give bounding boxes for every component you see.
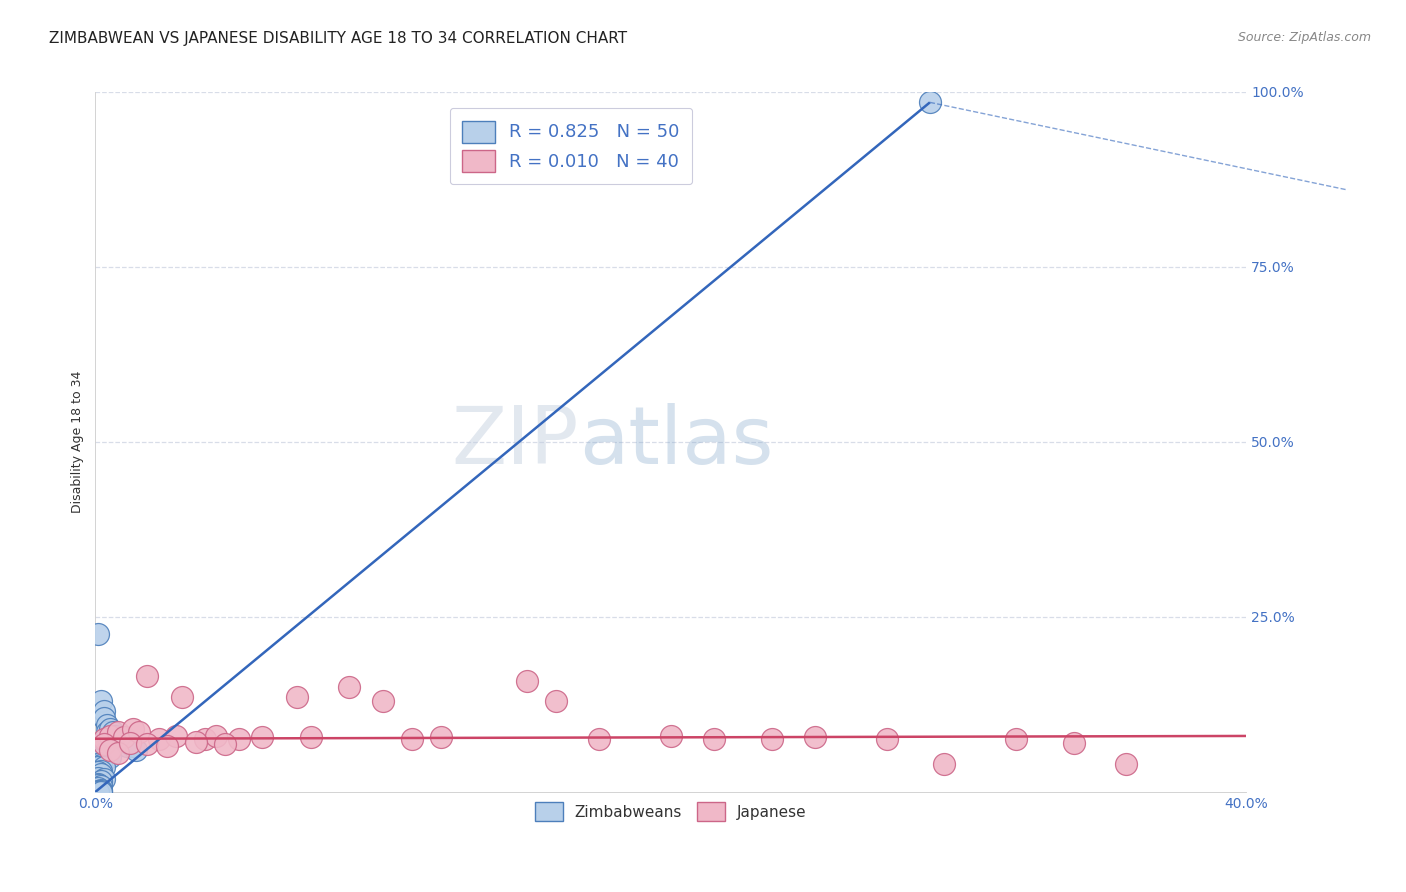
Point [93,747,115,761]
Point [90,782,112,797]
Point [87,760,110,774]
Point [115,739,138,754]
Point [918,95,941,110]
Point [87,743,110,757]
Point [90,694,112,708]
Text: ZIP: ZIP [451,403,579,481]
Point [93,760,115,774]
Point [136,669,159,683]
Point [93,737,115,751]
Point [1063,736,1085,750]
Point [112,732,135,747]
Point [112,731,135,745]
Point [87,771,110,785]
Point [93,705,115,719]
Point [112,737,135,751]
Point [703,732,725,747]
Point [156,739,179,754]
Point [93,732,115,747]
Point [104,736,127,750]
Point [90,774,112,789]
Point [90,780,112,794]
Point [252,731,274,745]
Point [93,748,115,763]
Point [337,680,360,694]
Point [90,758,112,772]
Point [90,739,112,754]
Point [429,731,451,745]
Legend: Zimbabweans, Japanese: Zimbabweans, Japanese [523,790,818,833]
Point [101,725,124,739]
Point [228,732,250,747]
Text: Source: ZipAtlas.com: Source: ZipAtlas.com [1237,31,1371,45]
Point [194,732,217,747]
Text: atlas: atlas [579,403,773,481]
Point [87,778,110,792]
Point [87,781,110,796]
Point [87,627,110,641]
Point [804,731,827,745]
Point [107,747,129,761]
Point [299,731,322,745]
Point [165,729,187,743]
Point [184,734,207,748]
Point [96,725,118,739]
Point [87,776,110,790]
Point [544,694,567,708]
Point [121,739,143,754]
Point [98,750,121,764]
Point [170,690,193,705]
Point [98,722,121,736]
Point [87,754,110,768]
Point [107,725,129,739]
Point [110,736,132,750]
Point [87,783,110,797]
Point [214,737,236,751]
Point [934,756,956,771]
Point [90,744,112,758]
Point [87,756,110,771]
Point [87,785,110,799]
Point [148,732,170,747]
Point [107,732,129,747]
Point [285,690,308,705]
Point [96,718,118,732]
Point [118,736,141,750]
Point [104,729,127,743]
Point [401,732,423,747]
Point [90,785,112,799]
Point [96,744,118,758]
Point [96,750,118,764]
Point [93,711,115,725]
Point [205,729,228,743]
Point [761,732,783,747]
Point [90,767,112,781]
Point [1115,756,1137,771]
Text: ZIMBABWEAN VS JAPANESE DISABILITY AGE 18 TO 34 CORRELATION CHART: ZIMBABWEAN VS JAPANESE DISABILITY AGE 18… [49,31,627,46]
Point [93,772,115,787]
Y-axis label: Disability Age 18 to 34: Disability Age 18 to 34 [72,371,84,513]
Point [90,784,112,798]
Point [121,722,143,736]
Point [659,729,682,743]
Point [118,737,141,751]
Point [124,743,146,757]
Point [90,764,112,778]
Point [101,732,124,747]
Point [98,743,121,757]
Point [516,674,538,689]
Point [128,725,150,739]
Point [98,729,121,743]
Point [98,729,121,743]
Point [87,765,110,780]
Point [876,732,898,747]
Point [90,756,112,770]
Point [371,694,394,708]
Point [1005,732,1028,747]
Point [588,732,610,747]
Point [136,737,159,751]
